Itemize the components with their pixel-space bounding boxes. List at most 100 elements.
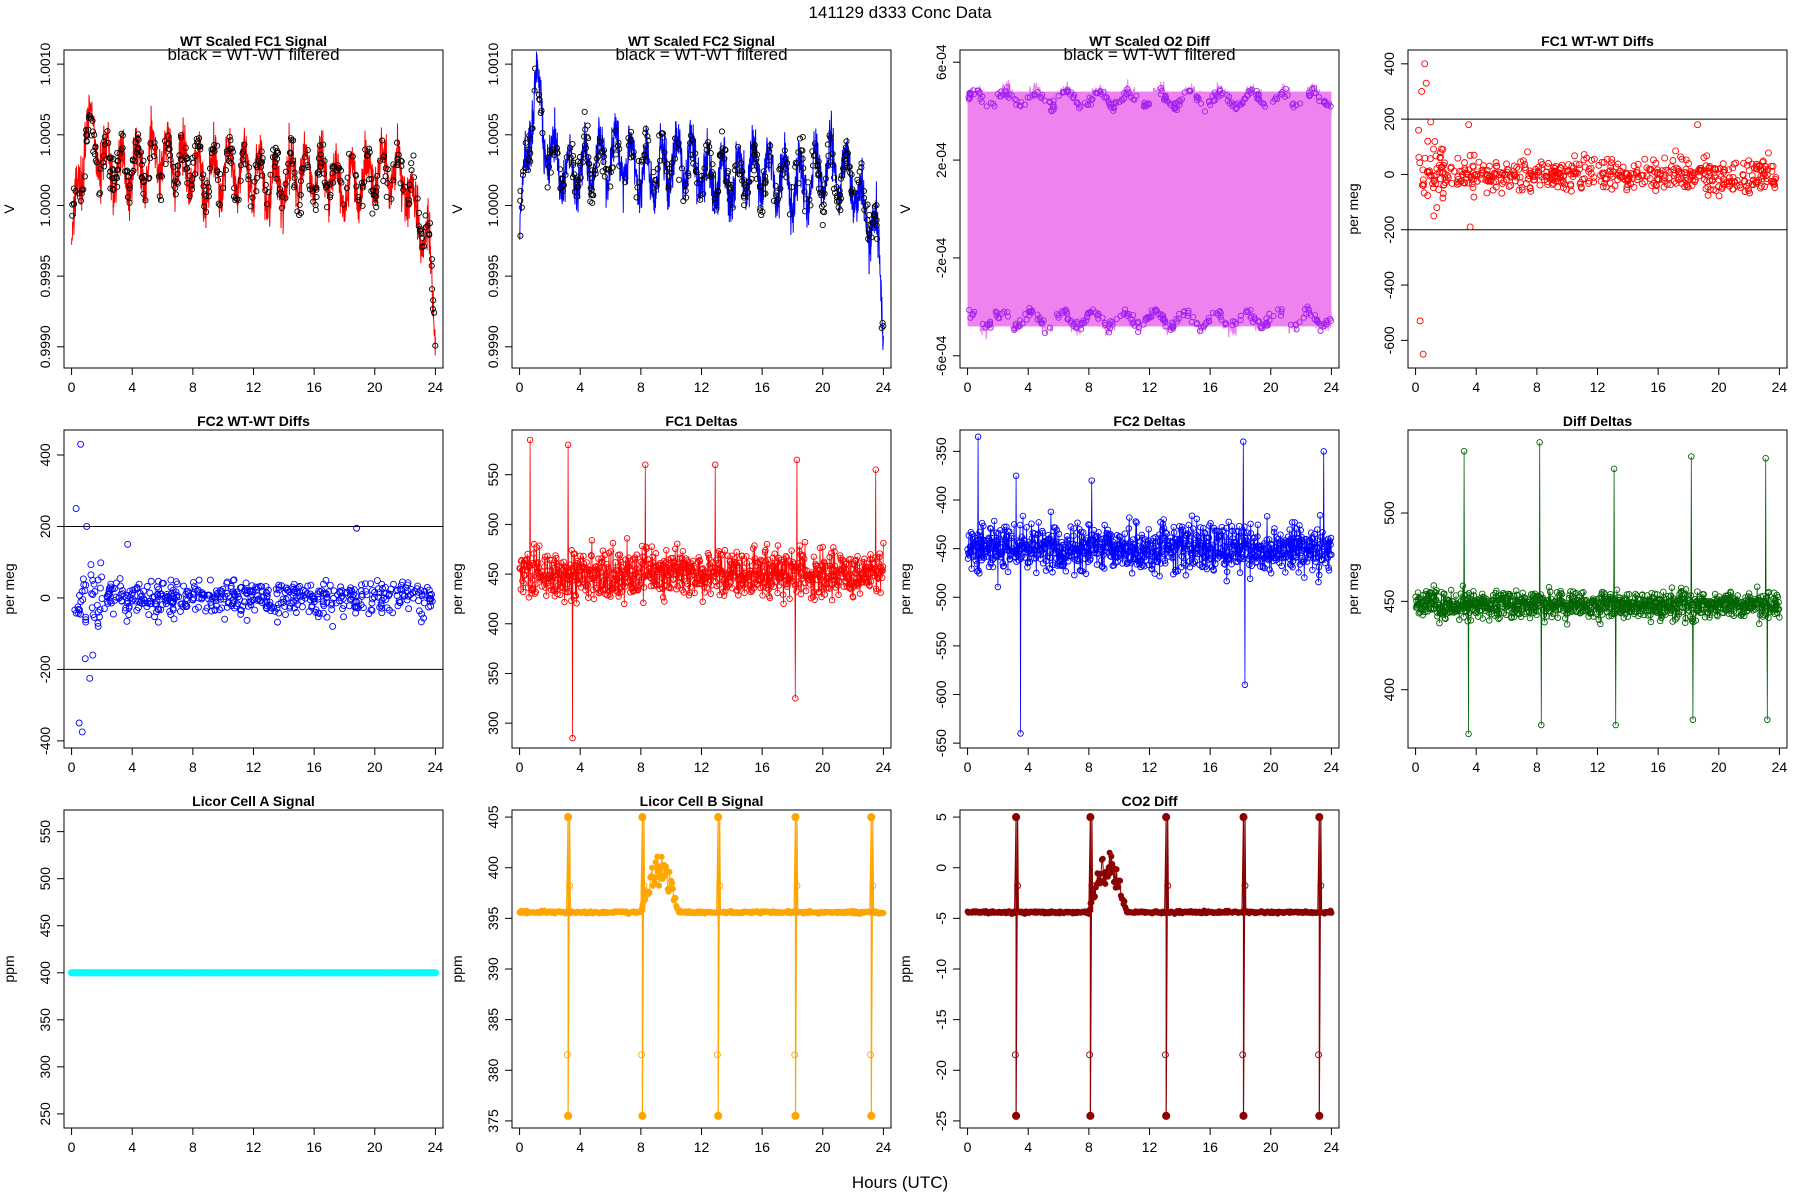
data-point <box>994 583 1002 591</box>
data-point <box>1515 165 1523 173</box>
data-point <box>1075 557 1083 565</box>
y-tick-label: 6e-04 <box>933 44 949 80</box>
data-point <box>1043 538 1051 546</box>
data-point <box>390 161 397 168</box>
data-point <box>1055 93 1062 100</box>
data-point <box>652 176 659 184</box>
data-point <box>518 204 525 211</box>
data-point <box>596 144 603 151</box>
data-point <box>802 587 810 595</box>
data-point <box>1232 101 1239 108</box>
x-tick-label: 20 <box>367 379 383 395</box>
data-point <box>538 107 545 114</box>
data-point <box>967 547 975 555</box>
data-point <box>684 558 692 566</box>
x-tick-label: 16 <box>1650 379 1666 395</box>
data-point <box>594 568 602 576</box>
plot-area <box>964 433 1335 737</box>
data-point <box>373 184 380 191</box>
data-point <box>1058 545 1065 552</box>
data-point <box>1300 314 1307 321</box>
data-point <box>327 194 334 201</box>
data-point <box>719 145 726 152</box>
data-point <box>306 182 313 189</box>
data-point <box>138 599 146 607</box>
data-point <box>774 589 781 597</box>
data-point <box>1210 567 1218 574</box>
data-point <box>967 314 974 321</box>
data-point <box>768 580 776 587</box>
data-point <box>570 159 577 166</box>
data-point <box>1073 320 1080 327</box>
data-point <box>1439 189 1447 197</box>
data-point <box>1609 173 1617 180</box>
y-axis-label: V <box>1 204 17 214</box>
data-point <box>1087 555 1094 562</box>
plot-area <box>1412 439 1783 738</box>
panel-title: FC2 WT-WT Diffs <box>197 413 310 429</box>
data-point <box>972 557 979 564</box>
data-point <box>1769 162 1777 170</box>
data-point <box>174 170 181 178</box>
data-point <box>1309 566 1316 574</box>
data-point <box>357 587 365 595</box>
data-point <box>558 175 565 182</box>
data-point <box>1668 163 1675 171</box>
data-point <box>147 140 154 147</box>
data-point <box>1719 160 1727 168</box>
data-point <box>1688 181 1696 189</box>
data-point <box>125 604 133 612</box>
data-point <box>848 188 855 195</box>
data-point <box>1545 159 1552 167</box>
data-point <box>973 543 980 550</box>
data-point <box>822 563 829 570</box>
data-point <box>1519 157 1527 165</box>
data-point <box>177 156 184 163</box>
data-point <box>799 551 807 559</box>
data-point <box>298 165 306 172</box>
data-point <box>844 164 851 171</box>
data-point <box>379 137 386 144</box>
data-point <box>1251 313 1258 320</box>
data-point <box>973 560 981 568</box>
x-tick-label: 12 <box>1142 379 1158 395</box>
data-point <box>1560 598 1567 606</box>
data-point <box>1209 543 1217 550</box>
data-point <box>1466 609 1473 617</box>
data-point <box>101 138 108 145</box>
data-point <box>381 584 389 591</box>
data-point <box>615 593 622 600</box>
data-point <box>1189 525 1197 532</box>
data-point <box>545 163 552 171</box>
data-point <box>1755 162 1763 170</box>
data-point <box>847 566 855 573</box>
data-point <box>1427 118 1435 126</box>
data-point <box>1736 181 1744 189</box>
data-point <box>676 176 683 183</box>
data-point <box>352 171 359 178</box>
data-point <box>178 132 185 139</box>
data-point <box>1581 175 1588 183</box>
data-point <box>1042 567 1050 574</box>
data-point <box>1319 529 1326 536</box>
x-tick-label: 8 <box>637 379 645 395</box>
data-point <box>1191 558 1199 565</box>
data-point <box>718 567 725 574</box>
data-point <box>394 162 401 169</box>
data-point <box>75 190 82 197</box>
data-point <box>1053 311 1060 318</box>
data-point <box>326 581 334 589</box>
data-point <box>1502 611 1510 619</box>
data-point <box>870 569 877 576</box>
data-point <box>1662 166 1670 174</box>
data-point <box>834 198 841 205</box>
data-point <box>289 583 297 591</box>
data-point <box>601 173 608 180</box>
data-point <box>1160 96 1168 103</box>
data-point <box>771 550 778 557</box>
data-point <box>1084 314 1091 321</box>
data-point <box>338 587 346 595</box>
data-point <box>1218 532 1225 539</box>
data-point <box>1557 590 1565 597</box>
